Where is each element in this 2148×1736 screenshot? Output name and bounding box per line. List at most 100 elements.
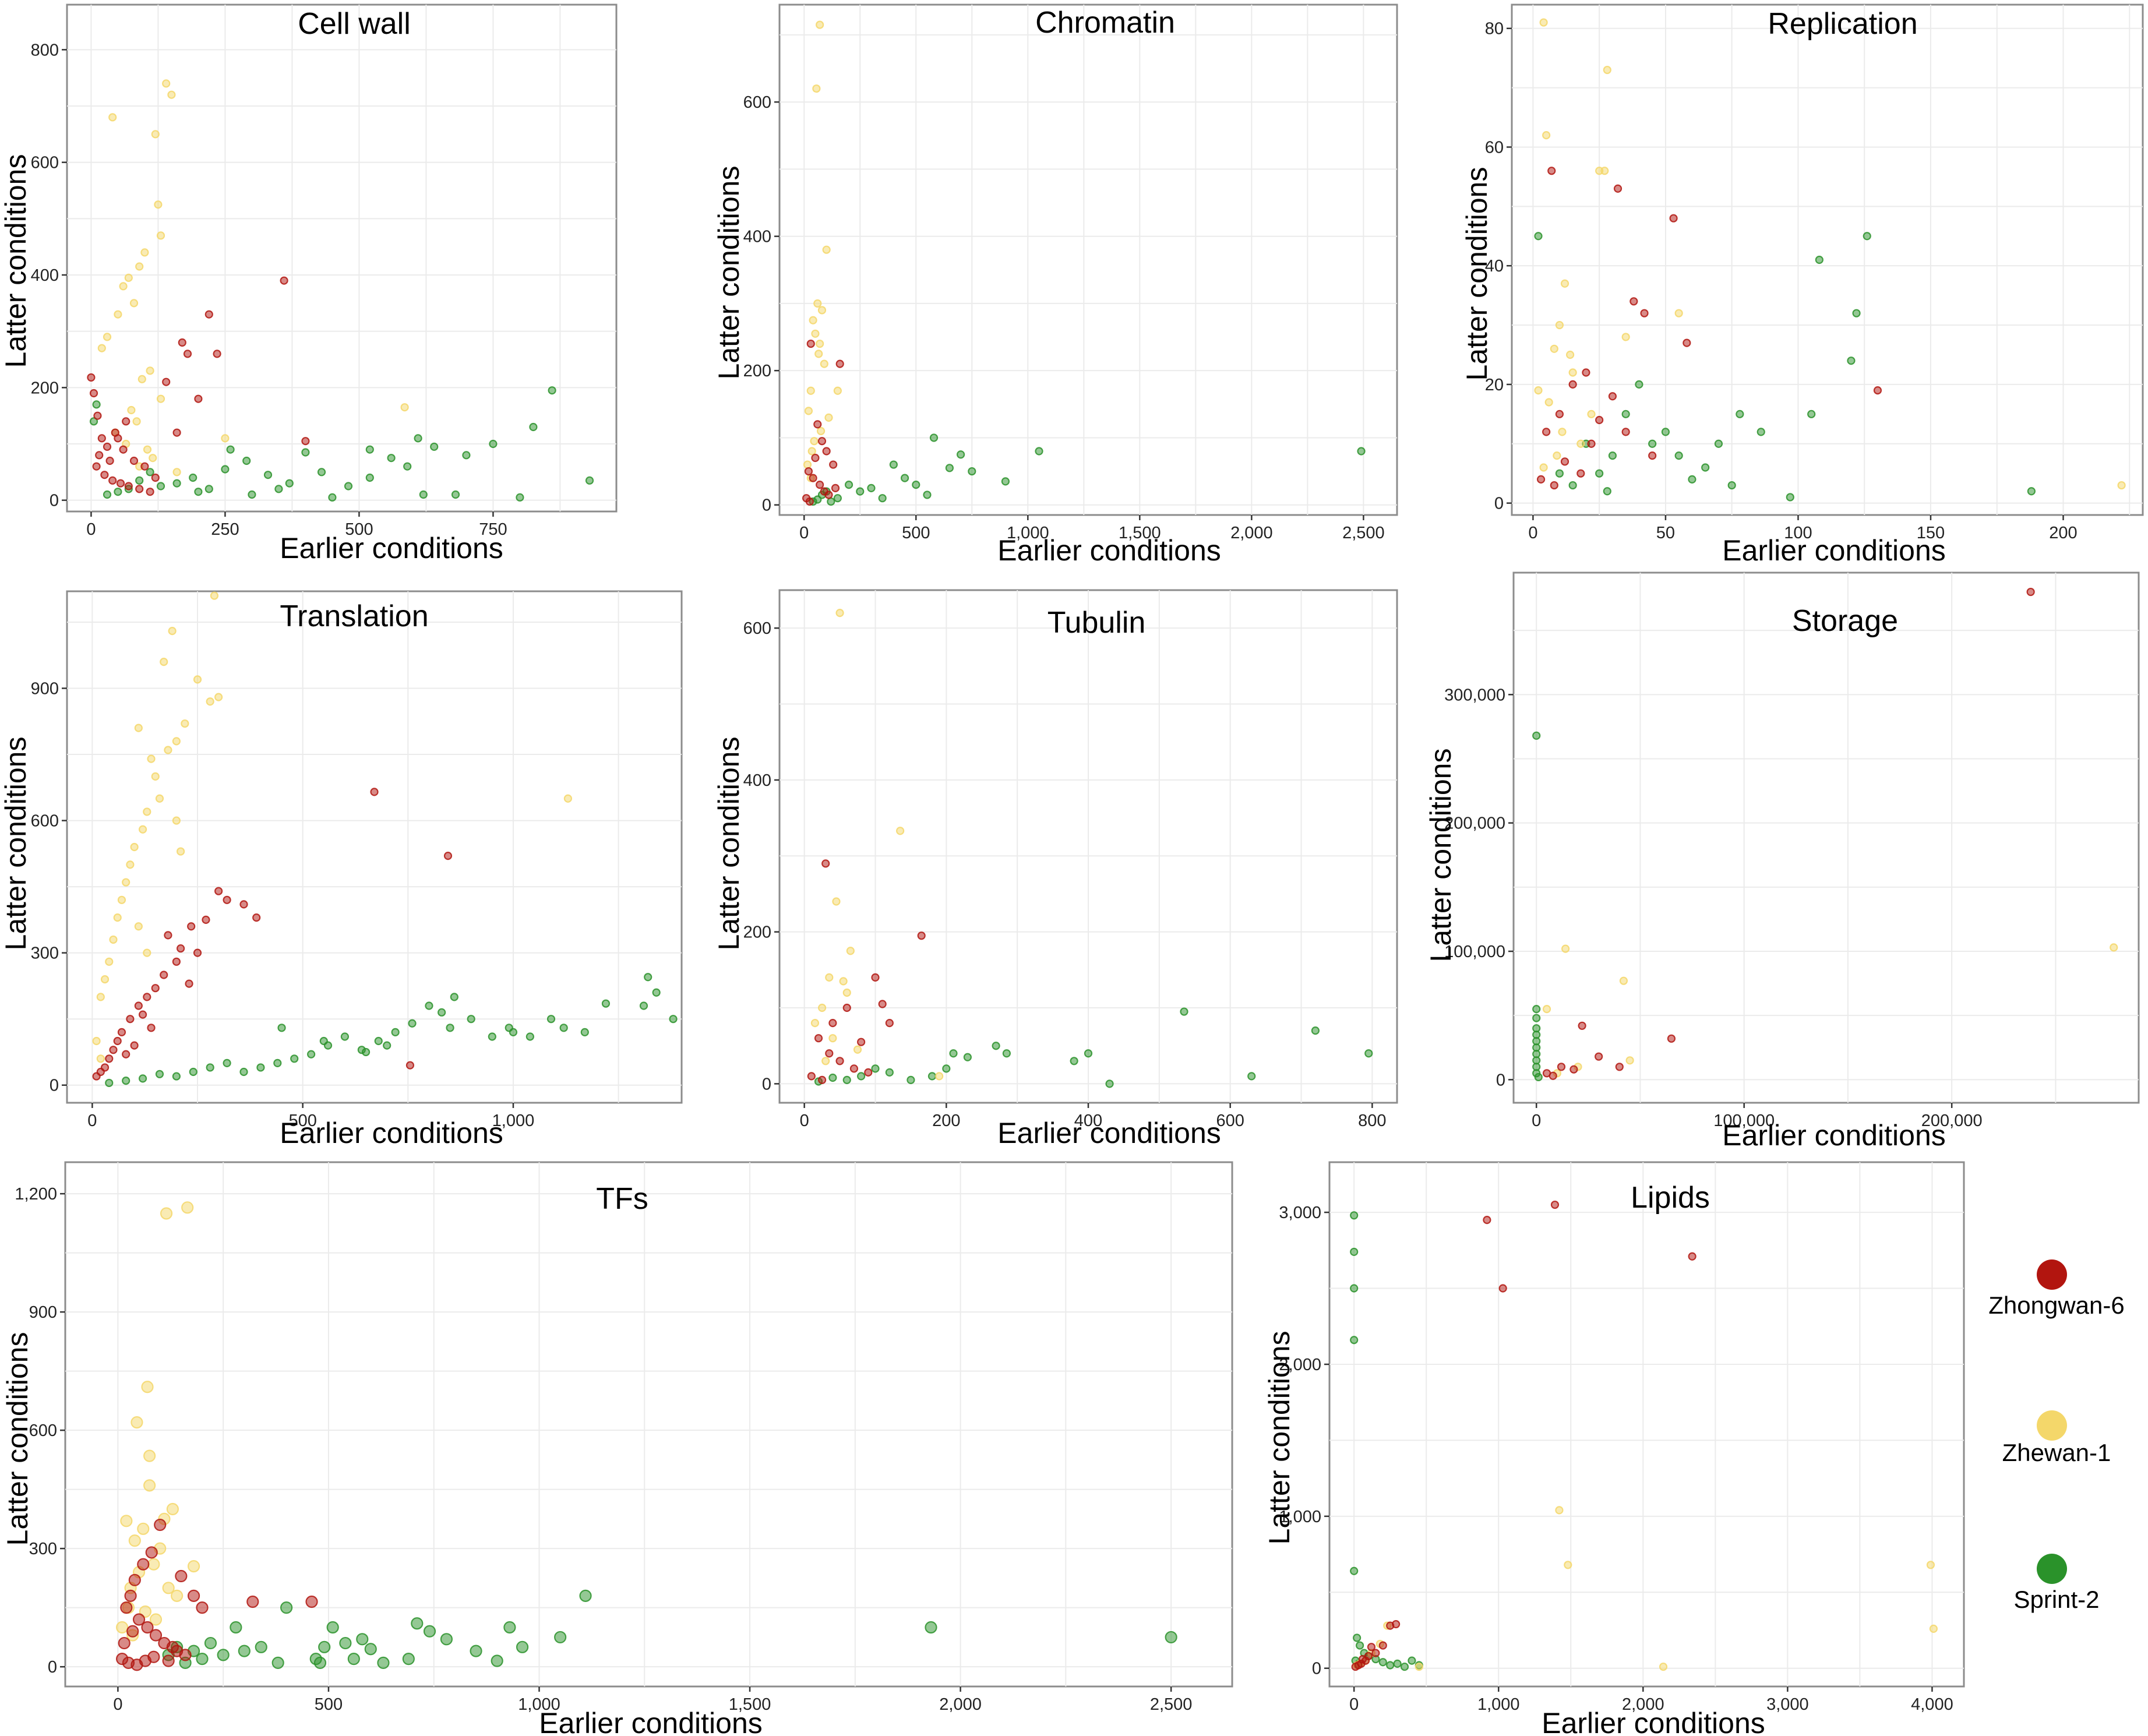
point-sprint-2 [885, 1068, 894, 1077]
point-zhongwan-6 [122, 417, 130, 426]
point-sprint-2 [949, 1049, 958, 1058]
point-zhongwan-6 [183, 350, 192, 358]
y-tick-label: 2,000 [1279, 1356, 1321, 1374]
point-zhongwan-6 [1683, 338, 1691, 347]
point-zhongwan-6 [1615, 1063, 1624, 1071]
point-zhongwan-6 [187, 922, 196, 931]
plot-frame-lipids [1328, 1161, 1965, 1688]
point-zhongwan-6 [109, 1046, 118, 1054]
ylabel-replication: Latter conditions [1461, 167, 1493, 381]
x-tick-label: 1,000 [518, 1695, 560, 1714]
point-sprint-2 [317, 468, 326, 477]
point-sprint-2 [1084, 1049, 1093, 1058]
point-sprint-2 [900, 474, 909, 482]
point-sprint-2 [488, 1032, 496, 1041]
point-zhewan-1 [1550, 344, 1558, 353]
point-zhongwan-6 [1371, 1649, 1380, 1657]
point-zhongwan-6 [147, 1024, 156, 1032]
point-zhewan-1 [816, 20, 824, 29]
x-tick-label: 0 [113, 1695, 122, 1714]
point-sprint-2 [285, 479, 294, 488]
point-zhewan-1 [146, 366, 154, 375]
ylabel-translation: Latter conditions [0, 737, 32, 951]
point-zhongwan-6 [878, 1000, 887, 1008]
point-zhewan-1 [206, 697, 214, 706]
point-zhewan-1 [810, 1019, 820, 1028]
point-zhewan-1 [806, 386, 815, 395]
plot-frame-replication [1511, 3, 2144, 516]
plot-storage: 0 100,000 200,000 0 100,000 200,000 300,000 [1444, 571, 2140, 1130]
point-zhongwan-6 [151, 473, 160, 482]
x-tick-label: 500 [315, 1695, 343, 1714]
point-zhongwan-6 [126, 1015, 135, 1024]
point-zhongwan-6 [871, 973, 880, 982]
point-sprint-2 [451, 490, 460, 499]
plot-frame-cell-wall [66, 3, 618, 513]
point-sprint-2 [365, 445, 374, 454]
point-sprint-2 [425, 1001, 433, 1010]
point-zhewan-1 [1566, 350, 1575, 359]
point-zhewan-1 [141, 1381, 154, 1393]
point-zhongwan-6 [1578, 1021, 1586, 1030]
y-tick-label: 400 [743, 771, 771, 790]
plot-translation: 0 500 1,000 0 300 600 900 [31, 590, 683, 1130]
point-zhewan-1 [122, 878, 130, 887]
plot-frame-translation [66, 590, 683, 1104]
point-zhongwan-6 [130, 1041, 139, 1050]
point-sprint-2 [230, 1621, 242, 1634]
point-zhewan-1 [187, 1560, 200, 1573]
point-zhewan-1 [214, 693, 223, 701]
point-zhewan-1 [817, 306, 827, 315]
panel-translation: 0 500 1,000 0 300 600 900 Translation Earlier … [0, 590, 683, 1149]
title-storage: Storage [1792, 604, 1898, 638]
legend-label-sprint-2: Sprint-2 [2013, 1586, 2099, 1613]
point-sprint-2 [1393, 1659, 1402, 1668]
point-sprint-2 [414, 434, 422, 443]
point-sprint-2 [189, 473, 197, 482]
point-sprint-2 [365, 473, 374, 482]
point-zhongwan-6 [95, 451, 104, 460]
point-zhewan-1 [92, 1036, 101, 1046]
legend-swatch-zhongwan-6 [2037, 1259, 2067, 1290]
point-zhongwan-6 [120, 1601, 133, 1614]
point-sprint-2 [1786, 493, 1794, 502]
point-sprint-2 [856, 487, 865, 496]
point-zhongwan-6 [138, 1010, 147, 1019]
point-zhongwan-6 [162, 1654, 175, 1667]
point-zhewan-1 [1542, 1005, 1551, 1014]
legend-swatch-sprint-2 [2037, 1554, 2067, 1584]
point-sprint-2 [273, 1058, 282, 1067]
point-zhewan-1 [143, 445, 152, 454]
point-sprint-2 [221, 465, 230, 474]
point-zhongwan-6 [828, 1019, 837, 1028]
point-zhewan-1 [134, 922, 143, 931]
point-sprint-2 [907, 1075, 915, 1084]
y-tick-label: 200 [743, 362, 771, 380]
point-zhongwan-6 [141, 1621, 154, 1634]
point-zhongwan-6 [252, 913, 261, 922]
point-sprint-2 [942, 1064, 951, 1073]
point-zhewan-1 [137, 1522, 150, 1535]
point-zhongwan-6 [105, 456, 114, 465]
point-zhewan-1 [1619, 976, 1628, 985]
point-zhongwan-6 [116, 479, 125, 488]
point-zhewan-1 [1558, 428, 1567, 436]
point-sprint-2 [1534, 232, 1543, 241]
point-sprint-2 [440, 1633, 453, 1646]
point-zhongwan-6 [147, 1650, 160, 1663]
y-tick-label: 600 [743, 619, 771, 638]
point-zhongwan-6 [135, 485, 144, 493]
point-zhewan-1 [1576, 439, 1585, 448]
point-zhongwan-6 [1547, 167, 1556, 175]
point-zhongwan-6 [196, 1601, 209, 1614]
ylabel-lipids: Latter conditions [1263, 1331, 1296, 1545]
ylabel-tfs: Latter conditions [1, 1332, 34, 1546]
point-zhewan-1 [126, 860, 135, 869]
x-tick-label: 4,000 [1911, 1695, 1953, 1714]
point-sprint-2 [328, 493, 337, 502]
point-zhewan-1 [130, 842, 139, 852]
point-sprint-2 [1165, 1631, 1177, 1644]
point-zhongwan-6 [806, 339, 815, 348]
point-zhongwan-6 [128, 1573, 141, 1586]
point-zhewan-1 [181, 1201, 194, 1214]
